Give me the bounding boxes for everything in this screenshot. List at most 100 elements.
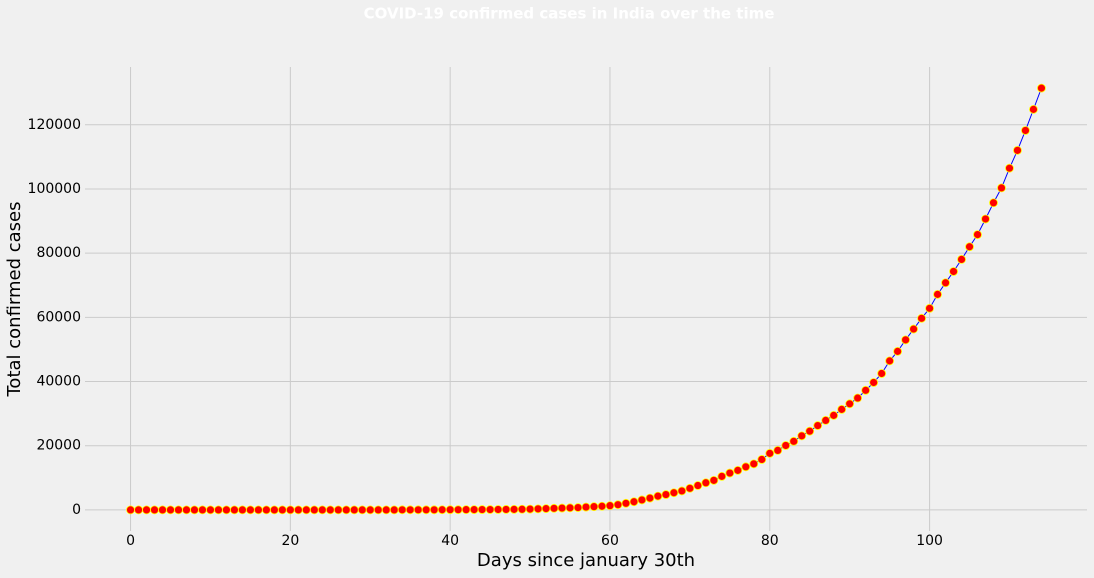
data-point [581, 502, 591, 512]
data-point [253, 505, 263, 515]
data-point [373, 505, 383, 515]
data-point [1029, 104, 1038, 114]
data-point [805, 426, 815, 436]
data-point [301, 505, 311, 515]
data-point [869, 378, 879, 387]
data-point [701, 478, 711, 488]
data-point [381, 505, 391, 515]
data-point [309, 505, 319, 515]
data-point [365, 505, 375, 515]
data-point [845, 399, 855, 409]
data-point [917, 313, 926, 323]
data-point [765, 448, 775, 458]
y-tick-label: 80000 [36, 245, 81, 261]
data-point [949, 267, 958, 276]
data-point [789, 436, 799, 446]
data-point [501, 505, 511, 514]
data-point [357, 505, 367, 515]
data-point [837, 404, 847, 414]
data-point [150, 505, 159, 515]
data-point [261, 505, 271, 515]
data-point [142, 505, 151, 515]
x-tick-label: 80 [761, 533, 779, 549]
data-point [909, 324, 919, 334]
data-point [973, 230, 982, 239]
data-point [333, 505, 343, 515]
data-point [781, 441, 791, 450]
data-point [997, 183, 1006, 193]
data-point [661, 490, 671, 499]
x-tick-label: 40 [441, 533, 459, 549]
data-point [269, 505, 279, 515]
data-point [230, 505, 239, 515]
data-point [573, 503, 583, 512]
data-point [749, 459, 759, 469]
data-point [717, 471, 727, 481]
series-line [130, 87, 1042, 511]
data-point [965, 242, 974, 252]
data-point [565, 503, 575, 513]
data-point [885, 356, 895, 366]
data-point [589, 502, 599, 512]
data-point [285, 505, 295, 515]
data-point [533, 504, 543, 514]
data-point [557, 503, 567, 513]
data-point [773, 446, 783, 455]
data-point [214, 505, 223, 515]
data-point [981, 214, 990, 224]
data-point [621, 498, 631, 508]
data-point [277, 505, 287, 515]
data-point [933, 289, 942, 299]
data-point [821, 416, 831, 425]
data-point [813, 421, 823, 430]
data-point [166, 505, 175, 515]
data-point [1021, 126, 1030, 135]
data-point [605, 501, 615, 511]
data-point [469, 505, 479, 515]
data-point [1037, 83, 1046, 93]
data-point [549, 503, 559, 513]
data-point [725, 468, 735, 478]
data-point [989, 198, 998, 208]
data-point [613, 500, 623, 510]
x-tick-label: 0 [126, 533, 135, 549]
data-point [797, 431, 807, 441]
data-point [445, 505, 455, 515]
data-point [421, 505, 431, 515]
data-point [389, 505, 399, 515]
data-point [397, 505, 407, 515]
data-point [693, 481, 703, 490]
data-point [158, 505, 167, 515]
data-point [126, 505, 135, 515]
data-point [453, 505, 463, 515]
y-tick-label: 0 [72, 502, 81, 518]
data-point [190, 505, 199, 515]
data-point [653, 491, 663, 501]
data-point [413, 505, 423, 515]
x-tick-label: 60 [601, 533, 619, 549]
data-point [238, 505, 247, 515]
data-point [349, 505, 359, 515]
data-point [246, 505, 255, 515]
y-tick-label: 40000 [36, 374, 81, 390]
data-point [341, 505, 351, 515]
data-point [877, 369, 887, 378]
data-point [853, 393, 863, 403]
data-point [1005, 163, 1014, 173]
data-point [134, 505, 143, 515]
data-point [461, 505, 471, 515]
y-tick-label: 60000 [36, 309, 81, 325]
data-point [509, 504, 519, 514]
y-tick-label: 20000 [36, 438, 81, 454]
data-point [645, 493, 655, 503]
data-point [861, 385, 871, 395]
data-point [637, 495, 647, 505]
y-axis-label: Total confirmed cases [4, 201, 25, 397]
data-point [669, 488, 679, 498]
data-point [597, 501, 607, 511]
data-point [293, 505, 303, 515]
data-point [525, 504, 535, 514]
data-point [829, 410, 839, 420]
data-point [741, 462, 751, 472]
